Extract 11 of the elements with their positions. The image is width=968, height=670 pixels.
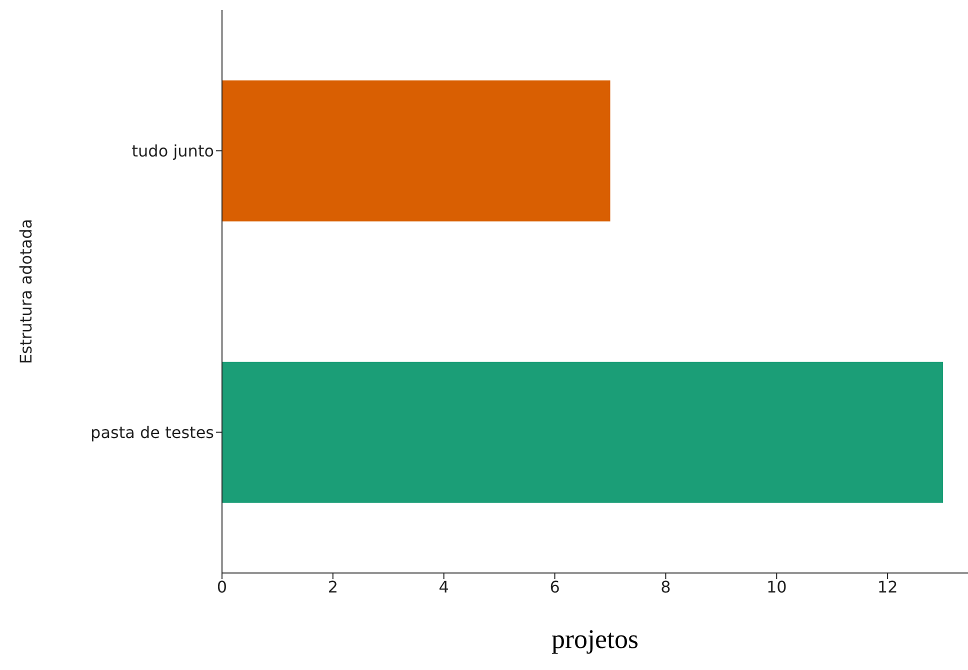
x-tick-label: 0 <box>216 577 228 596</box>
x-tick-label: 2 <box>328 577 338 596</box>
x-tick-label: 10 <box>766 577 787 596</box>
x-tick-label: 4 <box>438 577 449 596</box>
x-tick-label: 6 <box>550 577 560 596</box>
x-axis-title: projetos <box>552 624 638 654</box>
y-tick-label: tudo junto <box>132 141 214 160</box>
y-tick-label: pasta de testes <box>90 422 214 442</box>
x-tick-label: 12 <box>877 577 898 596</box>
y-axis-title: Estrutura adotada <box>16 218 36 364</box>
x-tick-label: 8 <box>660 577 671 596</box>
